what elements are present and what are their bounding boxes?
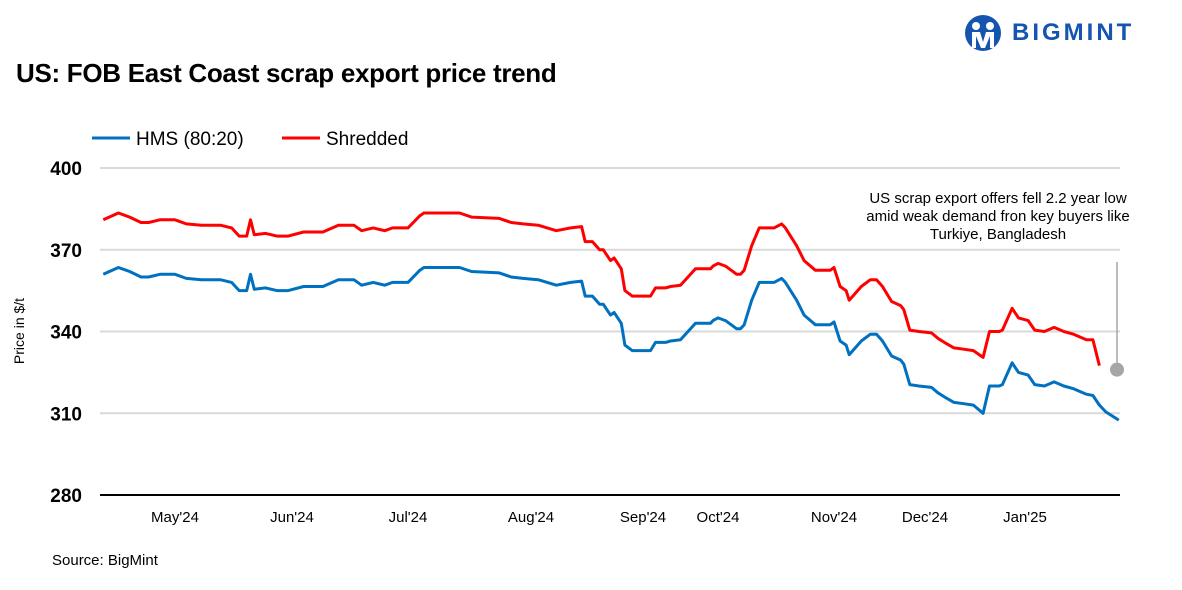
y-axis-label: Price in $/t [11, 298, 27, 364]
y-tick-label: 310 [50, 404, 82, 425]
y-tick-label: 280 [50, 486, 82, 507]
x-tick-label: Nov'24 [811, 509, 857, 526]
bigmint-logo: BIGMINT [964, 14, 1134, 52]
x-tick-label: Jun'24 [270, 509, 314, 526]
bigmint-logo-text: BIGMINT [1012, 19, 1135, 46]
series-line-hms [102, 266, 1120, 422]
annotation-marker [1110, 362, 1124, 377]
series-line-shredded [102, 211, 1101, 366]
x-tick-label: Dec'24 [902, 509, 948, 526]
bigmint-logo-icon [965, 15, 1001, 51]
x-tick-label: Jul'24 [389, 509, 428, 526]
x-tick-label: Oct'24 [697, 509, 740, 526]
legend-label: HMS (80:20) [136, 129, 244, 150]
y-tick-label: 340 [50, 323, 82, 344]
chart-title: US: FOB East Coast scrap export price tr… [16, 58, 557, 88]
x-tick-label: Sep'24 [620, 509, 666, 526]
y-tick-label: 370 [50, 241, 82, 262]
x-tick-label: Jan'25 [1003, 509, 1047, 526]
annotation-text: amid weak demand fron key buyers like [866, 208, 1129, 225]
annotation-text: Turkiye, Bangladesh [930, 226, 1066, 243]
annotation-text: US scrap export offers fell 2.2 year low [869, 190, 1127, 207]
source-note: Source: BigMint [52, 552, 158, 569]
legend-label: Shredded [326, 129, 408, 150]
x-tick-label: May'24 [151, 509, 199, 526]
x-tick-label: Aug'24 [508, 509, 554, 526]
y-tick-label: 400 [50, 159, 82, 180]
